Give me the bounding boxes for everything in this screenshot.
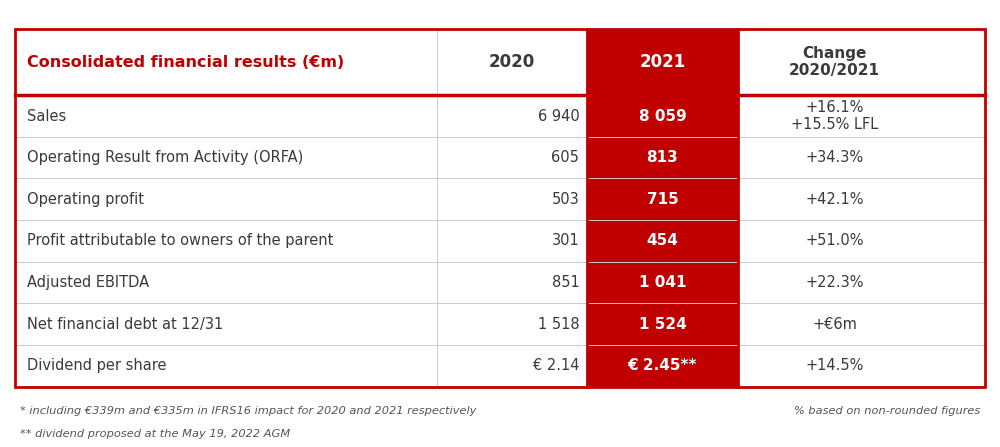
Text: 2021: 2021	[639, 53, 686, 71]
Text: +51.0%: +51.0%	[805, 233, 864, 249]
Text: 6 940: 6 940	[538, 109, 579, 123]
Text: € 2.14: € 2.14	[533, 358, 579, 373]
Text: 301: 301	[552, 233, 579, 249]
Text: +€6m: +€6m	[812, 317, 857, 332]
Text: 605: 605	[551, 150, 579, 165]
Text: 2020: 2020	[489, 53, 535, 71]
Text: 1 524: 1 524	[639, 317, 686, 332]
Bar	[587, 178, 738, 220]
Bar	[437, 29, 587, 95]
Bar	[437, 137, 587, 178]
Text: +14.5%: +14.5%	[805, 358, 864, 373]
Bar	[15, 262, 437, 304]
Bar	[437, 178, 587, 220]
Text: 1 518: 1 518	[538, 317, 579, 332]
Bar	[15, 178, 437, 220]
Bar	[738, 262, 932, 304]
Text: Consolidated financial results (€m): Consolidated financial results (€m)	[27, 55, 344, 70]
Text: 813: 813	[647, 150, 678, 165]
Bar	[15, 137, 437, 178]
Bar	[738, 137, 932, 178]
Bar	[738, 345, 932, 387]
Text: Dividend per share: Dividend per share	[27, 358, 166, 373]
Bar	[15, 95, 437, 137]
Bar	[738, 304, 932, 345]
Text: Operating profit: Operating profit	[27, 192, 144, 207]
Text: Profit attributable to owners of the parent: Profit attributable to owners of the par…	[27, 233, 333, 249]
Bar	[587, 220, 738, 262]
Text: ** dividend proposed at the May 19, 2022 AGM: ** dividend proposed at the May 19, 2022…	[20, 430, 290, 439]
Text: +16.1%
+15.5% LFL: +16.1% +15.5% LFL	[791, 100, 878, 132]
Text: 8 059: 8 059	[639, 109, 686, 123]
Text: Change
2020/2021: Change 2020/2021	[789, 46, 880, 78]
Bar	[587, 137, 738, 178]
Bar	[437, 262, 587, 304]
Text: +34.3%: +34.3%	[806, 150, 864, 165]
Bar	[587, 304, 738, 345]
Text: € 2.45**: € 2.45**	[628, 358, 697, 373]
Bar	[587, 95, 738, 137]
Bar	[587, 262, 738, 304]
Text: % based on non-rounded figures: % based on non-rounded figures	[794, 406, 980, 416]
Bar	[15, 220, 437, 262]
Text: 454: 454	[647, 233, 678, 249]
Text: Operating Result from Activity (ORFA): Operating Result from Activity (ORFA)	[27, 150, 303, 165]
Bar	[437, 304, 587, 345]
Text: Net financial debt at 12/31: Net financial debt at 12/31	[27, 317, 223, 332]
Bar	[738, 220, 932, 262]
Text: 851: 851	[552, 275, 579, 290]
Text: 715: 715	[647, 192, 678, 207]
Text: Sales: Sales	[27, 109, 66, 123]
Text: 1 041: 1 041	[639, 275, 686, 290]
Bar	[15, 29, 437, 95]
Bar	[15, 345, 437, 387]
Bar	[15, 29, 985, 387]
Text: Adjusted EBITDA: Adjusted EBITDA	[27, 275, 149, 290]
Text: * including €339m and €335m in IFRS16 impact for 2020 and 2021 respectively: * including €339m and €335m in IFRS16 im…	[20, 406, 476, 416]
Text: 503: 503	[552, 192, 579, 207]
Bar	[738, 29, 932, 95]
Bar	[437, 220, 587, 262]
Text: +22.3%: +22.3%	[805, 275, 864, 290]
Bar	[587, 345, 738, 387]
Bar	[437, 95, 587, 137]
Bar	[587, 29, 738, 95]
Bar	[437, 345, 587, 387]
Bar	[738, 95, 932, 137]
Bar	[15, 304, 437, 345]
Text: +42.1%: +42.1%	[805, 192, 864, 207]
Bar	[738, 178, 932, 220]
